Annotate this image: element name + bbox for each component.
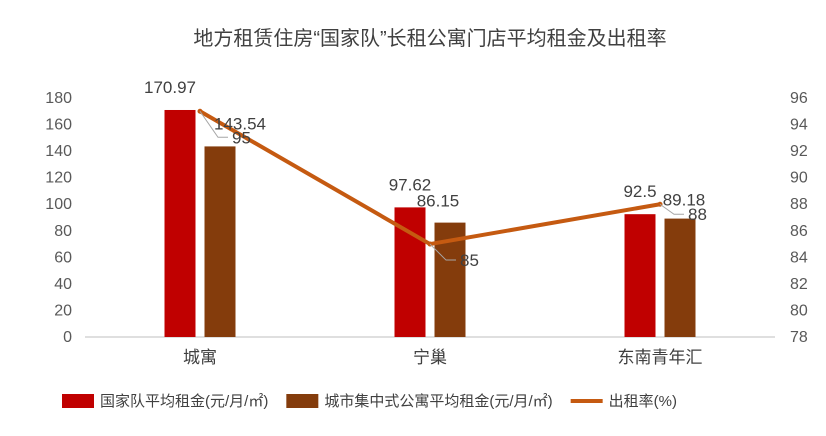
y-left-tick-label: 0	[63, 329, 72, 346]
data-labels: 170.97 97.62 92.5 143.54 86.15 89.18 95 85 88	[144, 78, 707, 270]
bar-city-apartment	[664, 218, 696, 337]
legend-label: 国家队平均租金(元/月/㎡)	[100, 393, 268, 410]
axes: 0 20 40 60 80 100 120 140 160 180 78 80 82 84 86 88 90 92…	[45, 90, 808, 367]
line-label-leader	[429, 243, 456, 261]
bar-guojiadui	[624, 214, 656, 337]
y-right-tick-label: 82	[790, 276, 808, 293]
legend-label: 城市集中式公寓平均租金(元/月/㎡)	[324, 392, 552, 410]
y-left-tick-label: 120	[45, 170, 72, 187]
y-left-tick-label: 40	[54, 276, 72, 293]
y-right-tick-label: 84	[790, 249, 808, 266]
x-category-label: 东南青年汇	[618, 348, 703, 367]
y-left-tick-label: 160	[45, 117, 72, 134]
bar-guojiadui	[164, 109, 196, 337]
line-value-label: 85	[460, 251, 479, 270]
y-left-tick-label: 20	[54, 302, 72, 319]
chart-title: 地方租赁住房“国家队”长租公寓门店平均租金及出租率	[193, 27, 666, 50]
y-right-tick-label: 90	[790, 170, 808, 187]
y-right-tick-label: 94	[790, 117, 808, 134]
y-right-tick-label: 92	[790, 143, 808, 160]
legend-swatch	[62, 394, 94, 408]
y-right-tick-label: 78	[790, 329, 808, 346]
bar-city-apartment	[204, 146, 236, 337]
y-left-tick-label: 100	[45, 196, 72, 213]
y-left-tick-label: 60	[54, 249, 72, 266]
y-right-tick-label: 96	[790, 90, 808, 107]
y-right-tick-label: 80	[790, 302, 808, 319]
y-right-tick-label: 86	[790, 223, 808, 240]
line-label-leader	[199, 110, 228, 138]
y-right-tick-label: 88	[790, 196, 808, 213]
bar-value-label: 97.62	[389, 175, 432, 194]
bar-value-label: 92.5	[623, 182, 656, 201]
legend-swatch	[286, 394, 319, 408]
y-left-tick-label: 140	[45, 143, 72, 160]
legend: 国家队平均租金(元/月/㎡) 城市集中式公寓平均租金(元/月/㎡) 出租率(%)	[62, 392, 677, 410]
y-left-tick-label: 80	[54, 223, 72, 240]
line-value-label: 88	[688, 205, 707, 224]
y-left-tick-label: 180	[45, 90, 72, 107]
x-category-label: 城寓	[183, 348, 217, 367]
bar-value-label: 143.54	[214, 114, 266, 133]
bar-value-label: 170.97	[144, 78, 196, 97]
line-label-leader	[659, 203, 684, 215]
x-category-label: 宁巢	[413, 348, 447, 367]
legend-label: 出租率(%)	[609, 393, 677, 410]
bars	[164, 109, 696, 337]
bar-value-label: 86.15	[417, 192, 460, 211]
bar-guojiadui	[394, 207, 426, 337]
line-value-label: 95	[232, 128, 251, 147]
bar-value-label: 89.18	[663, 191, 706, 210]
